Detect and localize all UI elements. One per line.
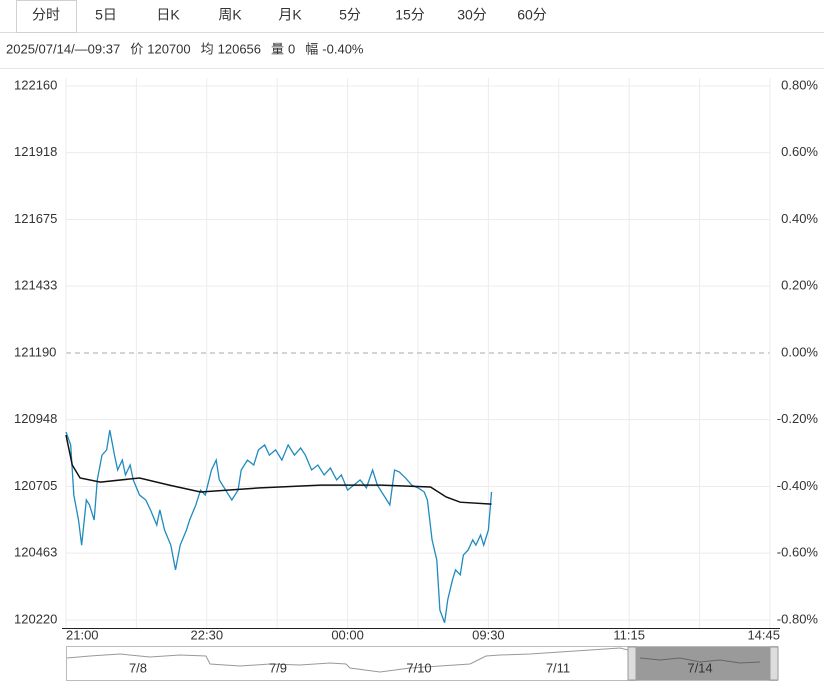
info-label: 幅 bbox=[305, 41, 318, 56]
tab[interactable]: 周K bbox=[218, 7, 242, 23]
tab-active-box[interactable] bbox=[16, 0, 77, 33]
x-tick-label: 09:30 bbox=[472, 627, 505, 642]
y2-tick-label: -0.60% bbox=[777, 545, 819, 560]
navigator-handle[interactable] bbox=[627, 646, 637, 681]
x-tick-label: 21:00 bbox=[66, 627, 99, 642]
price-line bbox=[65, 429, 493, 623]
y-tick-label: 122160 bbox=[14, 77, 57, 92]
navigator-label: 7/14 bbox=[687, 660, 712, 675]
y2-tick-label: -0.20% bbox=[777, 411, 819, 426]
tab[interactable]: 分时 bbox=[32, 7, 60, 23]
x-tick-label: 14:45 bbox=[747, 627, 780, 642]
y-tick-label: 120705 bbox=[14, 478, 57, 493]
navigator: 7/8 7/9 7/10 7/11 7/14 bbox=[66, 646, 779, 681]
info-value: 0 bbox=[288, 41, 295, 56]
y-tick-label: 121190 bbox=[14, 344, 56, 359]
y2-tick-label: 0.40% bbox=[781, 211, 818, 226]
tab[interactable]: 5分 bbox=[339, 7, 361, 23]
info-label: 价 bbox=[130, 41, 143, 56]
navigator-label: 7/10 bbox=[406, 660, 431, 675]
navigator-handle[interactable] bbox=[769, 646, 779, 681]
info-label: 均 bbox=[201, 41, 214, 56]
y-tick-label: 120948 bbox=[14, 411, 57, 426]
y-tick-label: 121675 bbox=[14, 211, 57, 226]
y2-tick-label: 0.80% bbox=[781, 77, 818, 92]
tab[interactable]: 30分 bbox=[457, 7, 487, 23]
tab-bar bbox=[0, 0, 824, 32]
y-tick-label: 120220 bbox=[14, 611, 57, 626]
tab[interactable]: 60分 bbox=[517, 7, 547, 23]
y2-tick-label: 0.00% bbox=[781, 344, 818, 359]
y2-tick-label: -0.80% bbox=[777, 611, 819, 626]
navigator-line bbox=[66, 647, 629, 673]
tab[interactable]: 月K bbox=[278, 7, 302, 23]
x-tick-label: 11:15 bbox=[613, 627, 645, 642]
y2-tick-label: -0.40% bbox=[777, 478, 819, 493]
navigator-label: 7/11 bbox=[546, 660, 570, 675]
navigator-label: 7/9 bbox=[269, 660, 287, 675]
tab[interactable]: 日K bbox=[156, 7, 180, 23]
navigator-label: 7/8 bbox=[129, 660, 147, 675]
info-value: -0.40% bbox=[322, 41, 364, 56]
y-tick-label: 120463 bbox=[14, 545, 57, 560]
y-tick-label: 121433 bbox=[14, 278, 57, 293]
price-line bbox=[65, 434, 492, 505]
tab[interactable]: 15分 bbox=[395, 7, 425, 23]
x-tick-label: 22:30 bbox=[191, 627, 224, 642]
info-value: 120700 bbox=[147, 41, 190, 56]
navigator-selection[interactable] bbox=[628, 647, 770, 680]
tab[interactable]: 5日 bbox=[95, 7, 117, 23]
y2-tick-label: 0.60% bbox=[781, 144, 818, 159]
info-label: 量 bbox=[271, 41, 284, 56]
navigator-line bbox=[639, 657, 761, 664]
y-tick-label: 121918 bbox=[14, 144, 57, 159]
y2-tick-label: 0.20% bbox=[781, 278, 818, 293]
info-value: 120656 bbox=[218, 41, 261, 56]
info-datetime: 2025/07/14/—09:37 bbox=[6, 41, 120, 56]
x-tick-label: 00:00 bbox=[331, 627, 364, 642]
